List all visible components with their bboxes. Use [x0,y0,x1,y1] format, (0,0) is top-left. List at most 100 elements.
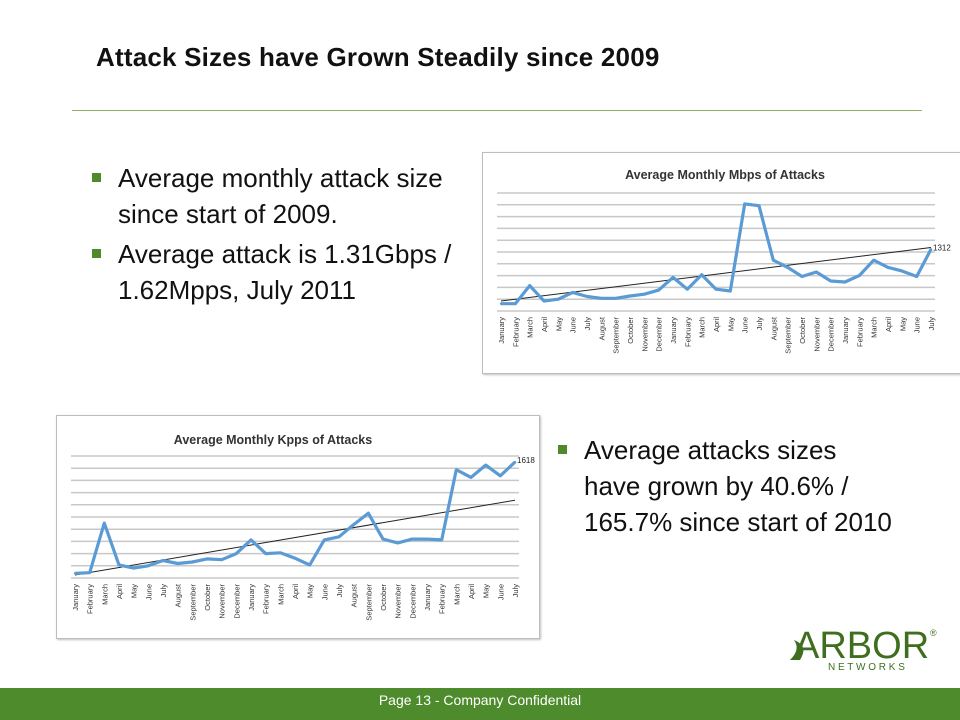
slide-footer: Page 13 - Company Confidential [0,688,960,720]
data-point [499,474,502,478]
title-divider [72,110,922,111]
slide-title: Attack Sizes have Grown Steadily since 2… [96,42,660,72]
trend-line [74,499,516,576]
trend-line [500,246,932,302]
data-point [929,248,933,251]
x-tick-label: October [203,584,212,611]
x-tick-label: April [467,584,476,599]
x-tick-label: March [526,317,535,338]
x-tick-label: October [798,317,807,344]
data-point [585,295,589,298]
x-tick-label: August [174,583,183,607]
data-point [528,284,531,287]
x-tick-label: December [827,317,836,352]
bullet-square-icon [558,445,567,454]
data-point [117,563,121,567]
x-tick-label: July [583,317,592,331]
x-tick-label: February [855,317,864,347]
x-tick-label: June [913,317,922,333]
data-point [643,293,646,296]
x-tick-label: January [247,584,256,611]
x-tick-label: May [130,584,139,598]
x-tick-label: May [482,584,491,598]
chart-title: Average Monthly Kpps of Attacks [174,433,372,447]
data-point [176,562,179,565]
data-point [249,538,253,542]
bullet-item: Average attack is 1.31Gbps / 1.62Mpps, J… [92,236,452,308]
x-tick-label: October [379,584,388,611]
data-point [381,537,385,541]
data-point [308,563,311,567]
data-point [367,511,370,515]
data-point [264,552,267,555]
leaf-icon [790,640,804,660]
bullet-square-icon [92,173,101,182]
x-tick-label: May [898,317,907,331]
data-point [657,288,660,292]
x-tick-label: March [276,584,285,605]
mbps-chart-panel: Average Monthly Mbps of Attacks January Fe… [482,152,960,374]
data-point [843,280,847,284]
x-tick-label: July [335,584,344,598]
x-tick-label: September [612,316,621,353]
x-tick-label: March [100,584,109,605]
x-tick-label: September [364,583,373,620]
data-point [337,535,341,539]
x-tick-label: July [927,317,936,331]
data-point [671,276,675,279]
x-tick-label: April [540,317,549,332]
data-point [786,266,789,269]
data-point [161,559,165,562]
kpps-line-chart: Average Monthly Kpps of Attacks January Fe… [71,433,535,621]
logo-word: ARBOR [794,625,929,667]
data-point [514,302,517,305]
data-point [628,294,632,298]
x-tick-label: November [218,584,227,619]
end-data-label: 1312 [933,243,951,252]
logo-subtitle: N E T W O R K S [828,662,905,672]
data-point [425,537,429,541]
data-point [815,270,818,274]
data-point [132,566,135,570]
data-point [352,523,355,526]
logo-registered-mark: ® [930,628,937,638]
bullet-text: Average attack is 1.31Gbps / 1.62Mpps, J… [118,239,452,305]
x-tick-label: January [669,317,678,344]
data-point [73,572,77,575]
arbor-networks-logo: ARBOR ® N E T W O R K S [784,622,938,673]
x-tick-label: November [394,584,403,619]
x-tick-label: March [870,317,879,338]
data-point [600,297,603,300]
data-point [872,258,875,262]
data-point [542,299,546,303]
x-tick-label: July [511,584,520,598]
x-tick-label: December [655,317,664,352]
data-point [743,202,746,206]
x-tick-label: January [423,584,432,611]
data-point [714,288,718,291]
chart-title: Average Monthly Mbps of Attacks [625,168,825,182]
data-point [729,289,732,293]
x-tick-label: January [497,317,506,344]
x-tick-label: February [511,317,520,347]
x-tick-label: January [841,317,850,344]
x-tick-label: June [569,317,578,333]
x-tick-label: July [755,317,764,331]
x-tick-label: December [232,584,241,619]
x-tick-label: June [320,584,329,600]
arbor-logo-mark: ARBOR ® N E T W O R K S [790,625,937,673]
data-point [88,571,91,574]
data-point [279,551,282,555]
x-tick-label: November [812,317,821,352]
bullet-text: Average monthly attack size since start … [118,163,443,229]
data-point [220,558,223,561]
mbps-line-chart: Average Monthly Mbps of Attacks January Fe… [497,168,951,354]
x-tick-label: March [452,584,461,605]
x-tick-label: June [741,317,750,333]
data-point [411,537,414,541]
data-point [147,564,150,567]
data-point [557,298,560,301]
data-point [915,275,918,278]
data-point [571,291,574,294]
x-tick-label: October [626,317,635,344]
